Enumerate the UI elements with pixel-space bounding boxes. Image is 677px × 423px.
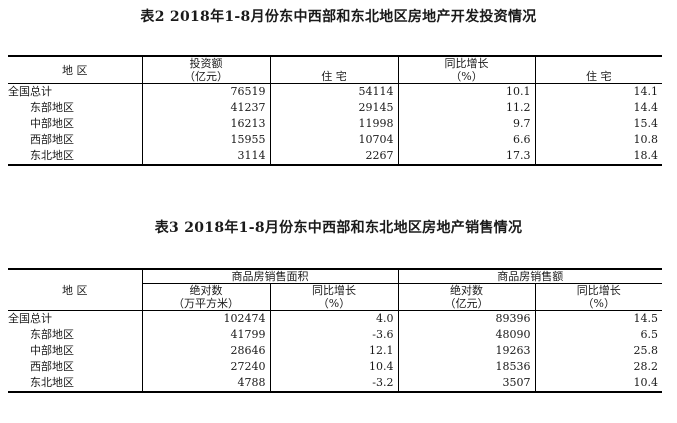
sales-cell: 18536 [398, 359, 536, 375]
yoy-cell: 10.1 [398, 83, 536, 100]
table-row: 东部地区 41799 -3.6 48090 6.5 [8, 327, 662, 343]
region-cell: 中部地区 [8, 343, 143, 359]
sales-cell: 19263 [398, 343, 536, 359]
header-area-yoy: 同比增长 [270, 283, 399, 297]
header-sales-pct-unit: （%） [582, 297, 615, 310]
region-cell: 东北地区 [8, 375, 143, 393]
yoy-residential-cell: 14.1 [633, 85, 659, 98]
header-investment: 投资额 [142, 55, 271, 70]
area-cell: 41799 [142, 327, 271, 343]
header-yoy-unit: （%） [398, 70, 536, 83]
region-cell: 中部地区 [8, 116, 143, 132]
area-yoy-cell: 12.1 [270, 343, 399, 359]
header-residential: 住 宅 [321, 70, 347, 83]
header-sales-unit: （亿元） [398, 297, 536, 310]
yoy-residential-cell: 10.8 [633, 133, 659, 146]
table-row: 东北地区 3114 2267 17.3 18.4 [8, 148, 662, 166]
header-area-pct-unit: （%） [270, 297, 399, 310]
area-yoy-cell: -3.6 [270, 327, 399, 343]
header-sales-absolute: 绝对数 [398, 283, 536, 297]
investment-table: 地 区 投资额 住 宅 同比增长 住 宅 （亿元） （%） 全国总计 76519… [8, 55, 662, 166]
area-cell: 102474 [142, 310, 271, 327]
area-yoy-cell: -3.2 [270, 375, 399, 393]
region-cell: 西部地区 [8, 359, 143, 375]
yoy-cell: 11.2 [398, 100, 536, 116]
yoy-cell: 6.6 [398, 132, 536, 148]
region-cell: 东北地区 [8, 148, 143, 166]
table-row: 中部地区 28646 12.1 19263 25.8 [8, 343, 662, 359]
sales-yoy-cell: 25.8 [633, 344, 659, 357]
region-cell: 全国总计 [8, 310, 143, 327]
header-region: 地 区 [8, 55, 143, 83]
table-row: 西部地区 27240 10.4 18536 28.2 [8, 359, 662, 375]
header-sales-group: 商品房销售额 [398, 268, 662, 284]
sales-cell: 3507 [398, 375, 536, 393]
yoy-cell: 9.7 [398, 116, 536, 132]
table-row: 全国总计 76519 54114 10.1 14.1 [8, 83, 662, 100]
table-row: 全国总计 102474 4.0 89396 14.5 [8, 310, 662, 327]
header-area-group: 商品房销售面积 [142, 268, 399, 284]
investment-cell: 15955 [142, 132, 271, 148]
investment-cell: 16213 [142, 116, 271, 132]
yoy-cell: 17.3 [398, 148, 536, 166]
table-row: 东部地区 41237 29145 11.2 14.4 [8, 100, 662, 116]
yoy-residential-cell: 15.4 [633, 117, 659, 130]
sales-yoy-cell: 28.2 [633, 360, 659, 373]
residential-cell: 54114 [270, 83, 399, 100]
area-cell: 28646 [142, 343, 271, 359]
region-cell: 东部地区 [8, 327, 143, 343]
residential-cell: 10704 [270, 132, 399, 148]
area-cell: 27240 [142, 359, 271, 375]
header-yoy-residential: 住 宅 [586, 70, 612, 83]
table-row: 东北地区 4788 -3.2 3507 10.4 [8, 375, 662, 393]
sales-yoy-cell: 10.4 [535, 375, 662, 393]
header-yoy: 同比增长 [398, 55, 536, 70]
investment-cell: 41237 [142, 100, 271, 116]
sales-yoy-cell: 6.5 [640, 328, 659, 341]
header-region: 地 区 [8, 268, 143, 310]
residential-cell: 29145 [270, 100, 399, 116]
table2-title: 表2 2018年1-8月份东中西部和东北地区房地产开发投资情况 [140, 9, 537, 25]
residential-cell: 2267 [270, 148, 399, 166]
header-sales-yoy: 同比增长 [576, 284, 621, 297]
sales-cell: 89396 [398, 310, 536, 327]
yoy-residential-cell: 14.4 [633, 101, 659, 114]
header-area-unit: （万平方米） [142, 297, 271, 310]
area-yoy-cell: 4.0 [270, 310, 399, 327]
investment-cell: 3114 [142, 148, 271, 166]
region-cell: 西部地区 [8, 132, 143, 148]
yoy-residential-cell: 18.4 [535, 148, 662, 166]
investment-cell: 76519 [142, 83, 271, 100]
area-yoy-cell: 10.4 [270, 359, 399, 375]
header-investment-unit: （亿元） [142, 70, 271, 83]
residential-cell: 11998 [270, 116, 399, 132]
sales-table: 地 区 商品房销售面积 商品房销售额 绝对数 同比增长 绝对数 同比增长 （万平… [8, 268, 662, 393]
sales-yoy-cell: 14.5 [633, 312, 659, 325]
header-area-absolute: 绝对数 [142, 283, 271, 297]
sales-cell: 48090 [398, 327, 536, 343]
region-cell: 东部地区 [8, 100, 143, 116]
table-row: 西部地区 15955 10704 6.6 10.8 [8, 132, 662, 148]
table3-title: 表3 2018年1-8月份东中西部和东北地区房地产销售情况 [154, 220, 523, 236]
table-row: 中部地区 16213 11998 9.7 15.4 [8, 116, 662, 132]
region-cell: 全国总计 [8, 83, 143, 100]
area-cell: 4788 [142, 375, 271, 393]
